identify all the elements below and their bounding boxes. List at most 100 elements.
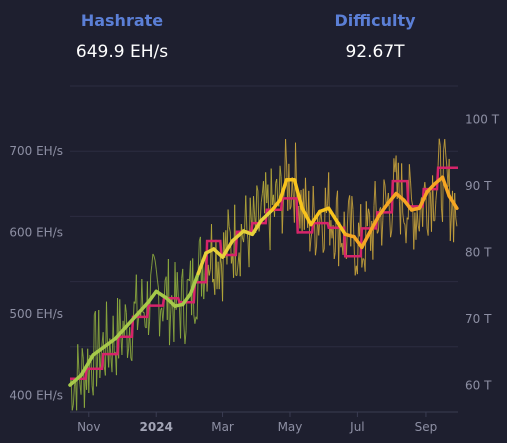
hashrate-daily-segment [434, 200, 437, 221]
left-axis: 400 EH/s 500 EH/s 600 EH/s 700 EH/s [9, 144, 63, 403]
hashrate-daily-segment [403, 222, 406, 225]
hashrate-daily-segment [323, 187, 326, 250]
hashrate-average-segment [402, 198, 414, 212]
hashrate-average-segment [326, 206, 339, 223]
hashrate-daily-segment [228, 226, 231, 233]
hashrate-average-series [68, 175, 459, 387]
hashrate-average-segment [278, 177, 289, 202]
hashrate-daily-segment [381, 220, 384, 246]
hashrate-daily-segment [372, 205, 375, 260]
hashrate-daily-segment [255, 185, 258, 233]
hashrate-daily-segment [279, 165, 282, 177]
hashrate-daily-segment [99, 356, 102, 378]
hashrate-average-segment [376, 202, 390, 219]
x-tick-label: Jul [349, 420, 364, 434]
hashrate-daily-segment [408, 164, 411, 181]
hashrate-average-segment [309, 209, 322, 227]
hashrate-daily-segment [136, 318, 140, 330]
hashrate-daily-segment [197, 240, 200, 271]
y-left-tick-label: 700 EH/s [9, 144, 63, 158]
hashrate-daily-segment [361, 258, 364, 268]
hashrate-average-segment [146, 289, 158, 304]
hashrate-daily-segment [411, 199, 414, 207]
hashrate-average-segment [91, 345, 107, 357]
hashrate-daily-segment [249, 197, 252, 220]
hashrate-title: Hashrate [80, 11, 164, 30]
hashrate-daily-segment [281, 201, 284, 234]
y-right-tick-label: 100 T [465, 112, 500, 126]
hashrate-daily-segment [157, 287, 161, 337]
hashrate-daily-segment [71, 405, 74, 411]
hashrate-daily-segment [256, 185, 259, 192]
hashrate-average-segment [113, 324, 129, 341]
x-tick-label: Nov [77, 420, 100, 434]
hashrate-daily-segment [445, 155, 448, 168]
hashrate-daily-segment [356, 222, 360, 275]
hashrate-average-segment [220, 239, 235, 259]
hashrate-daily-segment [415, 210, 418, 240]
hashrate-daily-segment [206, 264, 209, 292]
hashrate-daily-segment [322, 249, 325, 253]
hashrate-average-segment [447, 194, 459, 210]
hashrate-daily-segment [427, 190, 430, 236]
hashrate-average-segment [334, 218, 347, 237]
hashrate-daily-segment [215, 239, 218, 290]
hashrate-daily-segment [444, 139, 447, 156]
hashrate-daily-segment [185, 279, 188, 331]
hashrate-average-segment [79, 353, 95, 378]
hashrate-average-segment [68, 373, 83, 387]
hashrate-daily-segment [405, 217, 408, 244]
hashrate-daily-segment [152, 253, 155, 257]
hashrate-daily-segment [276, 178, 279, 203]
hashrate-average-segment [154, 289, 168, 300]
x-axis: Nov 2024 Mar May Jul Sep [77, 412, 437, 434]
hashrate-average-segment [385, 191, 398, 206]
hashrate-daily-segment [210, 224, 214, 283]
hashrate-average-segment [164, 296, 177, 308]
hashrate-daily-segment [401, 163, 404, 214]
hashrate-daily-segment [334, 199, 337, 253]
hashrate-daily-segment [162, 305, 165, 322]
hashrate-daily-segment [203, 275, 206, 300]
hashrate-daily-segment [312, 185, 315, 214]
hashrate-daily-segment [351, 196, 354, 210]
hashrate-daily-segment [124, 304, 127, 313]
hashrate-daily-segment [346, 200, 350, 224]
y-left-tick-label: 600 EH/s [9, 226, 63, 240]
hashrate-average-segment [367, 214, 381, 235]
hashrate-daily-segment [81, 348, 84, 358]
hashrate-daily-segment [345, 223, 348, 259]
hashrate-daily-segment [374, 181, 377, 211]
hashrate-average-segment [188, 271, 200, 296]
hashrate-daily-segment [245, 195, 248, 230]
x-tick-label: Sep [415, 420, 438, 434]
hashrate-average-segment [196, 251, 208, 276]
hashrate-daily-segment [376, 230, 379, 234]
hashrate-daily-segment [332, 225, 335, 259]
hashrate-daily-segment [432, 175, 435, 221]
hashrate-average-segment [250, 218, 263, 237]
hashrate-daily-segment [125, 312, 128, 358]
hashrate-daily-segment [98, 310, 101, 378]
hashrate-daily-segment [382, 179, 385, 221]
hashrate-average-segment [417, 190, 429, 210]
x-tick-label: Mar [211, 420, 234, 434]
difficulty-value: 92.67T [345, 42, 405, 62]
hashrate-daily-segment [180, 278, 183, 339]
hashrate-daily-segment [304, 177, 308, 208]
hashrate-daily-segment [208, 268, 211, 276]
hashrate-daily-segment [159, 310, 162, 337]
hashrate-average-segment [181, 292, 193, 307]
hashrate-daily-segment [194, 316, 197, 324]
hashrate-daily-segment [362, 258, 365, 260]
hashrate-daily-segment [219, 257, 222, 264]
hashrate-daily-segment [353, 244, 356, 276]
hashrate-daily-segment [182, 268, 185, 325]
hashrate-daily-segment [227, 209, 230, 227]
hashrate-daily-segment [350, 196, 353, 247]
hashrate-average-segment [230, 229, 246, 243]
hashrate-daily-segment [402, 213, 405, 223]
hashrate-daily-segment [154, 260, 157, 270]
hashrate-daily-segment [129, 327, 132, 359]
